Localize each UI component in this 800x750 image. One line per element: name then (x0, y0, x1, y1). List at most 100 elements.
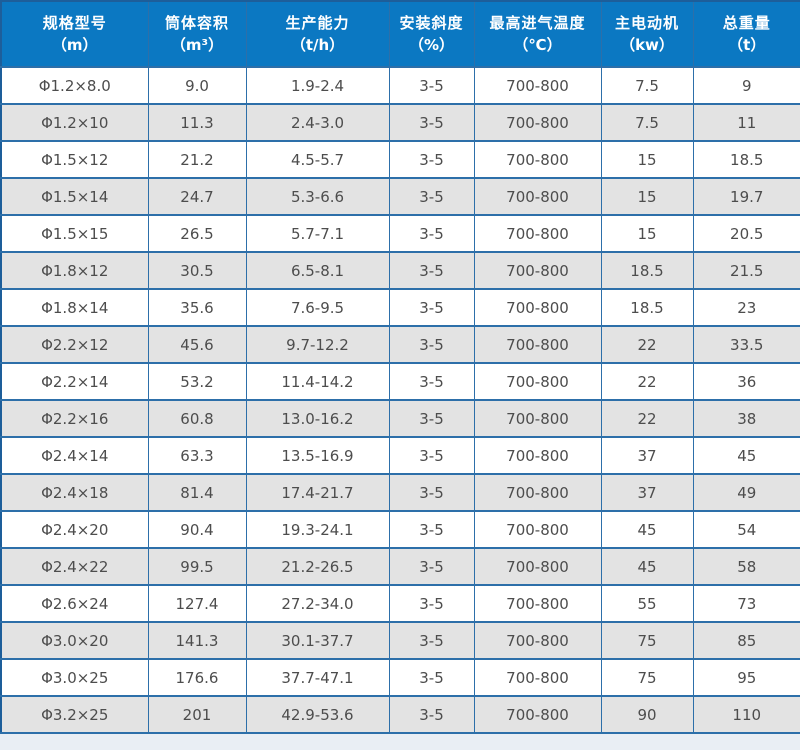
table-cell: 9.0 (147, 66, 247, 105)
column-header-0: 规格型号 （m） (0, 0, 149, 68)
table-cell: 85 (692, 621, 800, 660)
table-cell: 3-5 (388, 695, 475, 734)
table-cell: 700-800 (473, 177, 602, 216)
table-cell: 63.3 (147, 436, 247, 475)
table-cell: 700-800 (473, 251, 602, 290)
column-header-3: 安装斜度 （%） (388, 0, 475, 68)
table-cell: 700-800 (473, 399, 602, 438)
table-cell: 60.8 (147, 399, 247, 438)
table-cell: 1.9-2.4 (245, 66, 390, 105)
table-cell: 21.2 (147, 140, 247, 179)
table-cell: 17.4-21.7 (245, 473, 390, 512)
table-cell: 3-5 (388, 177, 475, 216)
table-cell: 99.5 (147, 547, 247, 586)
table-cell: 9 (692, 66, 800, 105)
table-cell: 3-5 (388, 140, 475, 179)
table-cell: Φ1.2×10 (0, 103, 149, 142)
table-cell: 3-5 (388, 325, 475, 364)
table-cell: 30.5 (147, 251, 247, 290)
table-cell: 700-800 (473, 66, 602, 105)
table-cell: 18.5 (692, 140, 800, 179)
table-row: Φ1.2×10 11.3 2.4-3.0 3-5 700-800 7.5 11 (0, 103, 800, 142)
table-cell: 11 (692, 103, 800, 142)
table-cell: 700-800 (473, 214, 602, 253)
table-cell: 3-5 (388, 251, 475, 290)
table-cell: Φ2.6×24 (0, 584, 149, 623)
table-cell: 18.5 (600, 251, 694, 290)
table-row: Φ1.8×14 35.6 7.6-9.5 3-5 700-800 18.5 23 (0, 288, 800, 327)
table-cell: 30.1-37.7 (245, 621, 390, 660)
table-cell: 36 (692, 362, 800, 401)
table-cell: Φ1.5×14 (0, 177, 149, 216)
table-cell: 3-5 (388, 103, 475, 142)
table-cell: 55 (600, 584, 694, 623)
table-cell: 700-800 (473, 658, 602, 697)
table-cell: 19.7 (692, 177, 800, 216)
table-cell: 73 (692, 584, 800, 623)
table-cell: 20.5 (692, 214, 800, 253)
column-unit: （t） (728, 35, 766, 54)
table-row: Φ2.2×16 60.8 13.0-16.2 3-5 700-800 22 38 (0, 399, 800, 438)
table-row: Φ1.8×12 30.5 6.5-8.1 3-5 700-800 18.5 21.5 (0, 251, 800, 290)
table-cell: 176.6 (147, 658, 247, 697)
table-cell: 45.6 (147, 325, 247, 364)
table-cell: 22 (600, 362, 694, 401)
table-cell: 7.6-9.5 (245, 288, 390, 327)
table-row: Φ1.5×14 24.7 5.3-6.6 3-5 700-800 15 19.7 (0, 177, 800, 216)
table-cell: 700-800 (473, 362, 602, 401)
table-cell: 2.4-3.0 (245, 103, 390, 142)
table-row: Φ2.4×18 81.4 17.4-21.7 3-5 700-800 37 49 (0, 473, 800, 512)
table-cell: Φ2.4×20 (0, 510, 149, 549)
column-title: 生产能力 (285, 14, 350, 33)
table-header: 规格型号 （m） 筒体容积 （m³） 生产能力 （t/h） 安装斜度 （%） 最高进气温度 （℃）… (0, 0, 800, 68)
table-cell: 37 (600, 473, 694, 512)
table-cell: Φ1.8×12 (0, 251, 149, 290)
column-title: 总重量 (722, 14, 771, 33)
table-cell: 42.9-53.6 (245, 695, 390, 734)
table-cell: 53.2 (147, 362, 247, 401)
table-cell: 110 (692, 695, 800, 734)
table-cell: 11.4-14.2 (245, 362, 390, 401)
table-cell: 21.5 (692, 251, 800, 290)
table-cell: 35.6 (147, 288, 247, 327)
table-cell: 15 (600, 140, 694, 179)
column-header-5: 主电动机 （kw） (600, 0, 694, 68)
table-cell: 3-5 (388, 399, 475, 438)
table-cell: 700-800 (473, 325, 602, 364)
table-cell: 201 (147, 695, 247, 734)
table-cell: 75 (600, 621, 694, 660)
table-cell: Φ3.0×25 (0, 658, 149, 697)
column-unit: （m³） (170, 35, 224, 54)
table-cell: 700-800 (473, 695, 602, 734)
table-row: Φ2.4×14 63.3 13.5-16.9 3-5 700-800 37 45 (0, 436, 800, 475)
table-cell: 13.5-16.9 (245, 436, 390, 475)
table-cell: 45 (600, 547, 694, 586)
table-cell: 700-800 (473, 140, 602, 179)
table-cell: 45 (600, 510, 694, 549)
table-row: Φ3.2×25 201 42.9-53.6 3-5 700-800 90 110 (0, 695, 800, 734)
table-row: Φ1.5×12 21.2 4.5-5.7 3-5 700-800 15 18.5 (0, 140, 800, 179)
table-cell: 37 (600, 436, 694, 475)
column-header-6: 总重量 （t） (692, 0, 800, 68)
spec-table: 规格型号 （m） 筒体容积 （m³） 生产能力 （t/h） 安装斜度 （%） 最高进气温度 （℃）… (0, 0, 800, 734)
column-header-2: 生产能力 （t/h） (245, 0, 390, 68)
table-cell: 23 (692, 288, 800, 327)
table-cell: 3-5 (388, 66, 475, 105)
column-title: 主电动机 (614, 14, 679, 33)
column-header-1: 筒体容积 （m³） (147, 0, 247, 68)
column-unit: （℃） (513, 35, 562, 54)
table-cell: 24.7 (147, 177, 247, 216)
table-cell: Φ1.8×14 (0, 288, 149, 327)
table-row: Φ3.0×25 176.6 37.7-47.1 3-5 700-800 75 95 (0, 658, 800, 697)
table-cell: 11.3 (147, 103, 247, 142)
table-cell: Φ2.2×14 (0, 362, 149, 401)
table-cell: 5.3-6.6 (245, 177, 390, 216)
table-cell: 700-800 (473, 547, 602, 586)
table-cell: 95 (692, 658, 800, 697)
table-cell: 33.5 (692, 325, 800, 364)
table-cell: 3-5 (388, 658, 475, 697)
table-cell: 7.5 (600, 103, 694, 142)
table-cell: 58 (692, 547, 800, 586)
table-cell: 3-5 (388, 214, 475, 253)
